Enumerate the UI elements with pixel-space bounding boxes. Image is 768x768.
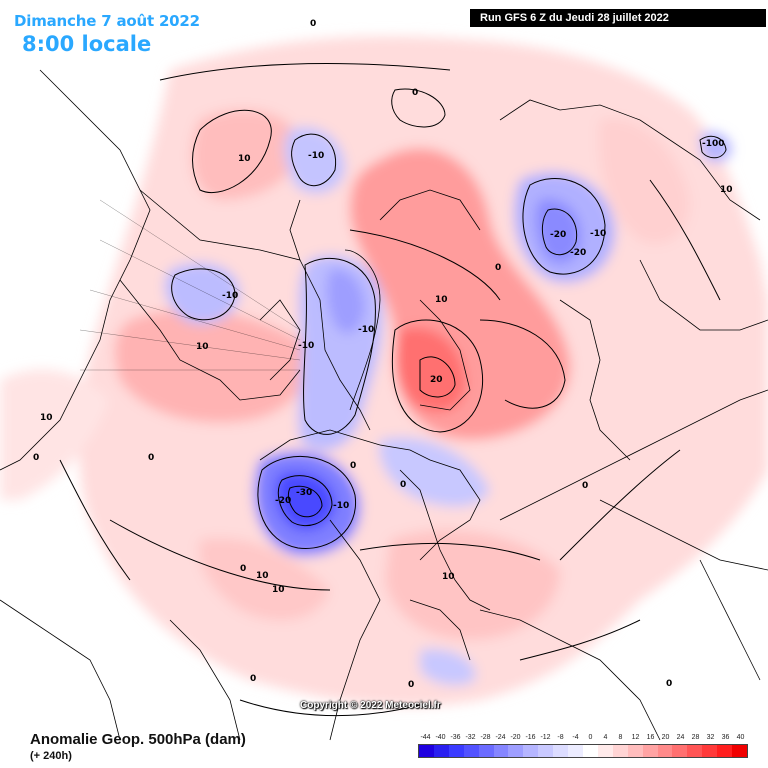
legend-swatch	[419, 745, 434, 757]
legend-label: 36	[721, 734, 730, 741]
legend-label: -8	[557, 734, 564, 741]
legend-label: -36	[450, 734, 461, 741]
legend-swatch	[523, 745, 539, 757]
contour-label: -20	[550, 230, 566, 240]
legend-swatch	[732, 745, 747, 757]
legend-swatch	[493, 745, 509, 757]
contour-label: -20	[275, 496, 291, 506]
legend-label: 12	[631, 734, 640, 741]
contour-label: 10	[442, 572, 455, 582]
contour-labels: 0 0 0 0 0 0 0 0 0 0 0 0 10 10 10 10 10 1…	[33, 19, 733, 690]
contour-label: 0	[400, 480, 406, 490]
valid-date: Dimanche 7 août 2022	[14, 12, 200, 30]
contour-label: -10	[333, 501, 349, 511]
legend-swatch	[702, 745, 718, 757]
legend-label: -32	[465, 734, 476, 741]
legend-swatch	[612, 745, 628, 757]
legend-swatch	[433, 745, 449, 757]
contour-label: 0	[310, 19, 316, 29]
legend-label: 16	[646, 734, 655, 741]
legend-label: -12	[540, 734, 551, 741]
legend-bar	[418, 744, 748, 758]
legend-label: 20	[661, 734, 670, 741]
legend-swatch	[672, 745, 688, 757]
contour-label: -20	[570, 248, 586, 258]
legend-label: 28	[691, 734, 700, 741]
legend-swatch	[553, 745, 569, 757]
contour-label: 0	[495, 263, 501, 273]
contour-label: 10	[435, 295, 448, 305]
legend-swatch	[657, 745, 673, 757]
legend-label: -20	[510, 734, 521, 741]
legend-label: -28	[480, 734, 491, 741]
legend-swatch	[582, 745, 598, 757]
contour-label: 0	[148, 453, 154, 463]
contour-label: 0	[666, 679, 672, 689]
legend-label: 8	[618, 734, 623, 741]
legend-swatch	[508, 745, 524, 757]
contour-label: 0	[412, 88, 418, 98]
legend-swatch	[717, 745, 733, 757]
contour-label: 10	[720, 185, 733, 195]
contour-label: 0	[240, 564, 246, 574]
contour-label: -100	[702, 139, 725, 149]
contour-label: 0	[582, 481, 588, 491]
legend-label: 40	[736, 734, 745, 741]
legend-swatch	[478, 745, 494, 757]
contour-label: 10	[272, 585, 285, 595]
contour-label: -10	[298, 341, 314, 351]
legend-label: -16	[525, 734, 536, 741]
contour-label: 10	[40, 413, 53, 423]
grid-lines	[79, 199, 301, 371]
legend-label: 0	[588, 734, 593, 741]
run-info-text: Run GFS 6 Z du Jeudi 28 juillet 2022	[480, 12, 669, 24]
legend-label: -40	[435, 734, 446, 741]
legend-swatch	[538, 745, 554, 757]
legend-swatch	[642, 745, 658, 757]
contour-label: 20	[430, 375, 443, 385]
contour-label: 10	[238, 154, 251, 164]
legend-swatch	[568, 745, 583, 757]
contour-label: 0	[250, 674, 256, 684]
anomaly-shading	[0, 36, 768, 707]
contour-label: -10	[358, 325, 374, 335]
contour-label: 10	[196, 342, 209, 352]
legend-label: 24	[676, 734, 685, 741]
contour-label: -10	[590, 229, 606, 239]
legend-label: -4	[572, 734, 579, 741]
coastlines	[0, 69, 768, 741]
legend-swatch	[463, 745, 479, 757]
legend-swatch	[597, 745, 613, 757]
contour-label: 0	[350, 461, 356, 471]
legend-label: 32	[706, 734, 715, 741]
legend-labels: -44 -40 -36 -32 -28 -24 -20 -16 -12 -8 -4 0 4 8 12 16 20…	[418, 734, 748, 744]
run-info-banner: Run GFS 6 Z du Jeudi 28 juillet 2022	[470, 9, 766, 27]
contour-label: 0	[408, 680, 414, 690]
legend-swatch	[687, 745, 703, 757]
legend-swatch	[448, 745, 464, 757]
forecast-lead: (+ 240h)	[30, 750, 72, 762]
copyright-notice: Copyright © 2022 Meteociel.fr	[300, 700, 441, 711]
contour-label: -10	[308, 151, 324, 161]
contour-label: -30	[296, 488, 312, 498]
contour-label: 10	[256, 571, 269, 581]
legend-swatch	[627, 745, 643, 757]
contour-label: -10	[222, 291, 238, 301]
legend-label: -44	[420, 734, 431, 741]
legend-label: 4	[603, 734, 608, 741]
contour-label: 0	[33, 453, 39, 463]
map-title: Anomalie Geop. 500hPa (dam)	[30, 731, 246, 748]
anomaly-contours	[59, 62, 727, 717]
valid-time: 8:00 locale	[22, 32, 152, 56]
legend-label: -24	[495, 734, 506, 741]
